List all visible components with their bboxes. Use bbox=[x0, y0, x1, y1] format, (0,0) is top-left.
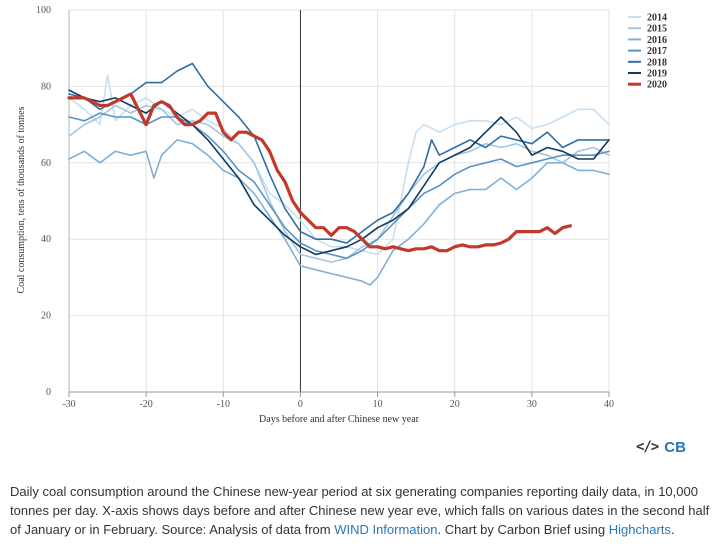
chart-toolbar: </> CB bbox=[636, 436, 686, 458]
legend-item-2019[interactable]: 2019 bbox=[628, 69, 667, 80]
y-tick-label: 60 bbox=[41, 158, 51, 169]
x-tick-label: 20 bbox=[450, 399, 460, 410]
legend-label: 2017 bbox=[647, 46, 667, 57]
series-line-2016[interactable] bbox=[68, 139, 610, 286]
chart-axes: 0 20 40 60 80 100 -30 -20 -10 0 10 20 30 40 bbox=[36, 5, 614, 410]
x-tick-label: 0 bbox=[298, 399, 303, 410]
y-tick-label: 80 bbox=[41, 81, 51, 92]
x-tick-label: 10 bbox=[373, 399, 383, 410]
x-tick-label: -30 bbox=[62, 399, 75, 410]
legend-label: 2016 bbox=[647, 35, 667, 46]
y-tick-label: 20 bbox=[41, 311, 51, 322]
legend-label: 2019 bbox=[647, 69, 667, 80]
legend-item-2018[interactable]: 2018 bbox=[628, 57, 667, 68]
y-tick-label: 100 bbox=[36, 5, 51, 16]
highcharts-link[interactable]: Highcharts bbox=[608, 522, 671, 537]
legend-item-2020[interactable]: 2020 bbox=[628, 80, 667, 91]
y-tick-label: 0 bbox=[46, 387, 51, 398]
legend-label: 2018 bbox=[647, 57, 667, 68]
wind-information-link[interactable]: WIND Information bbox=[334, 522, 438, 537]
legend-label: 2020 bbox=[647, 80, 667, 91]
series-line-2020[interactable] bbox=[67, 92, 572, 253]
series-line-2018[interactable] bbox=[68, 62, 610, 244]
y-tick-label: 40 bbox=[41, 234, 51, 245]
embed-code-icon[interactable]: </> bbox=[636, 439, 659, 455]
series-line-2015[interactable] bbox=[68, 104, 610, 263]
chart-grid bbox=[69, 9, 610, 392]
x-tick-label: -20 bbox=[139, 399, 152, 410]
chart-caption: Daily coal consumption around the Chines… bbox=[10, 482, 710, 539]
x-tick-label: 40 bbox=[604, 399, 614, 410]
series-lines bbox=[67, 62, 610, 286]
series-line-2014[interactable] bbox=[68, 74, 610, 256]
legend-item-2014[interactable]: 2014 bbox=[628, 13, 667, 24]
legend-label: 2014 bbox=[647, 13, 667, 24]
legend-item-2017[interactable]: 2017 bbox=[628, 46, 667, 57]
x-tick-label: 30 bbox=[527, 399, 537, 410]
caption-text-2: . Chart by Carbon Brief using bbox=[437, 522, 609, 537]
legend-item-2016[interactable]: 2016 bbox=[628, 35, 667, 46]
caption-text: Daily coal consumption around the Chines… bbox=[10, 484, 710, 537]
x-axis-title: Days before and after Chinese new year bbox=[259, 414, 420, 425]
series-line-2017[interactable] bbox=[68, 112, 610, 260]
y-axis-title: Coal consumption, tens of thousands of t… bbox=[16, 106, 27, 293]
carbon-brief-logo[interactable]: CB bbox=[664, 438, 686, 456]
caption-text-3: . bbox=[670, 522, 675, 537]
x-tick-label: -10 bbox=[217, 399, 230, 410]
legend-item-2015[interactable]: 2015 bbox=[628, 24, 667, 35]
legend-label: 2015 bbox=[647, 24, 667, 35]
